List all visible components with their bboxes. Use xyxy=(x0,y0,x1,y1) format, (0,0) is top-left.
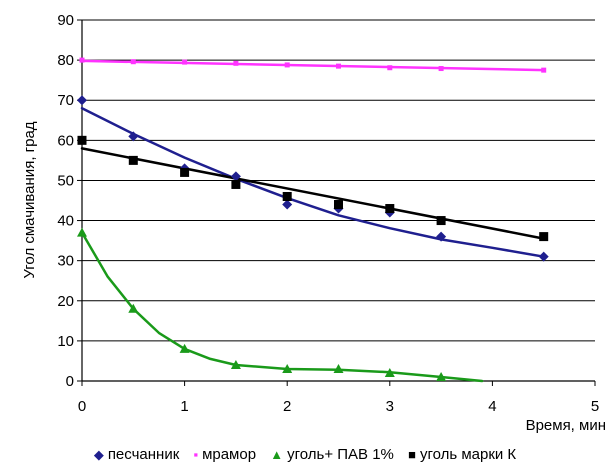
legend-item-marble: ▪ мрамор xyxy=(193,446,256,463)
trend-line-series-1 xyxy=(80,59,545,72)
y-axis-label: Угол смачивания, град xyxy=(21,121,38,278)
legend-item-coal-k: ■ уголь марки К xyxy=(408,446,516,463)
square-marker xyxy=(130,59,136,65)
diamond-marker xyxy=(77,95,87,106)
legend-item-sandstone: ◆ песчанник xyxy=(94,446,179,463)
square-marker xyxy=(231,179,241,189)
y-tick-label: 20 xyxy=(57,293,74,310)
grid-lines xyxy=(82,19,595,342)
y-tick-label: 40 xyxy=(57,213,74,230)
square-marker xyxy=(128,155,138,165)
triangle-marker xyxy=(179,343,190,353)
y-tick-label: 90 xyxy=(57,12,74,29)
square-marker xyxy=(180,167,190,177)
triangle-marker-icon: ▲ xyxy=(270,447,284,462)
trend-line-series-2 xyxy=(80,231,484,383)
square-marker xyxy=(334,200,343,210)
square-marker xyxy=(385,204,395,214)
legend-label: уголь+ ПАВ 1% xyxy=(287,446,394,463)
x-tick-label: 1 xyxy=(180,398,188,415)
x-axis-label: Время, мин xyxy=(526,417,606,434)
data-points xyxy=(77,57,549,381)
square-marker xyxy=(438,66,444,72)
x-tick-label: 0 xyxy=(78,398,86,415)
square-marker-icon: ▪ xyxy=(193,447,199,462)
y-tick-label: 30 xyxy=(57,253,74,270)
diamond-marker xyxy=(282,199,293,210)
tick-labels: 0 10 20 30 40 50 60 70 80 90 0 1 2 3 4 5 xyxy=(57,12,599,415)
legend-item-coal-surfactant: ▲ уголь+ ПАВ 1% xyxy=(270,446,394,463)
y-tick-label: 80 xyxy=(57,52,74,69)
square-marker xyxy=(284,62,290,68)
square-marker xyxy=(182,59,188,65)
triangle-marker xyxy=(333,363,344,373)
square-marker-icon: ■ xyxy=(408,447,416,462)
x-tick-label: 4 xyxy=(488,398,496,415)
chart-svg: 0 10 20 30 40 50 60 70 80 90 0 1 2 3 4 5 Время, мин Уго… xyxy=(21,12,606,434)
triangle-marker xyxy=(230,359,241,369)
legend-label: песчанник xyxy=(107,446,180,463)
x-tick-label: 3 xyxy=(386,398,394,415)
diamond-marker xyxy=(230,171,241,182)
square-marker xyxy=(77,135,87,145)
square-marker xyxy=(539,232,549,242)
diamond-marker xyxy=(128,131,139,142)
triangle-marker xyxy=(282,363,293,373)
y-tick-label: 70 xyxy=(57,92,74,109)
triangle-marker xyxy=(436,371,447,381)
legend: ◆ песчанник ▪ мрамор ▲ уголь+ ПАВ 1% ■ уголь… xyxy=(0,446,610,463)
diamond-marker-icon: ◆ xyxy=(93,447,104,462)
legend-label: уголь марки К xyxy=(419,446,517,463)
trend-line-series-0 xyxy=(80,106,545,258)
square-marker xyxy=(336,63,341,69)
triangle-marker xyxy=(77,227,87,237)
axes xyxy=(77,19,596,386)
diamond-marker xyxy=(538,251,549,262)
diamond-marker xyxy=(436,231,447,242)
y-tick-label: 10 xyxy=(57,333,74,350)
trend-line-series-3 xyxy=(80,147,545,240)
trend-lines xyxy=(80,59,545,383)
legend-label: мрамор xyxy=(202,446,257,463)
square-marker xyxy=(282,191,292,201)
x-tick-label: 2 xyxy=(283,398,291,415)
square-marker xyxy=(79,57,85,63)
y-tick-label: 50 xyxy=(57,172,74,189)
y-tick-label: 0 xyxy=(66,373,74,390)
triangle-marker xyxy=(384,367,395,377)
square-marker xyxy=(541,67,547,73)
triangle-marker xyxy=(128,303,139,313)
square-marker xyxy=(436,216,446,226)
x-tick-label: 5 xyxy=(591,398,599,415)
square-marker xyxy=(387,65,393,71)
square-marker xyxy=(233,60,239,66)
y-tick-label: 60 xyxy=(57,132,74,149)
